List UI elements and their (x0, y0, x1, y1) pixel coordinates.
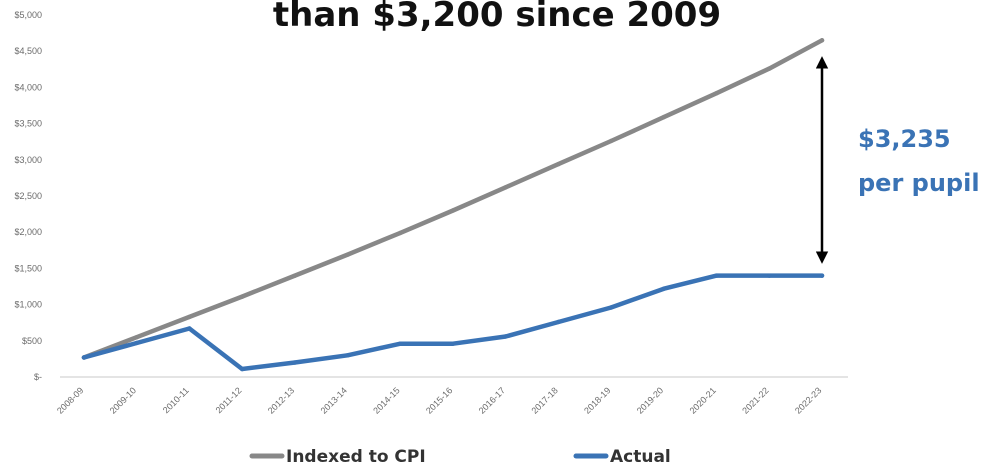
x-tick-label: 2010-11 (161, 385, 191, 415)
data-point (187, 314, 192, 320)
x-tick-label: 2019-20 (635, 385, 665, 415)
x-tick-label: 2009-10 (108, 385, 138, 415)
data-point (450, 341, 456, 346)
data-point (81, 355, 87, 360)
legend-label: Indexed to CPI (286, 447, 426, 466)
y-tick-label: $500 (22, 336, 42, 346)
x-tick-label: 2011-12 (214, 385, 244, 415)
data-point (239, 294, 245, 299)
data-point (134, 340, 139, 346)
data-point (345, 353, 350, 358)
x-tick-label: 2020-21 (688, 385, 718, 415)
y-tick-label: $2,000 (14, 227, 42, 237)
data-point (292, 360, 298, 365)
data-point (398, 230, 403, 236)
x-tick-label: 2016-17 (477, 385, 507, 415)
data-point (398, 341, 403, 346)
x-tick-label: 2017-18 (529, 385, 559, 415)
series-line-actual (81, 273, 825, 372)
data-point (819, 38, 825, 43)
data-point (134, 334, 139, 340)
data-point (608, 305, 614, 310)
series-lines (81, 38, 825, 372)
x-tick-label: 2018-19 (582, 385, 612, 415)
y-tick-label: $1,500 (14, 263, 42, 273)
y-tick-label: $1,000 (14, 300, 42, 310)
data-point (292, 273, 298, 278)
y-axis: $- $500 $1,000 $1,500 $2,000 $2,500 $3,000 $3,5… (14, 10, 42, 382)
data-point (345, 252, 350, 257)
data-point (767, 66, 772, 71)
legend: Indexed to CPI Actual (249, 447, 671, 466)
data-point (556, 319, 561, 325)
y-tick-label: $5,000 (14, 10, 42, 20)
data-point (714, 90, 719, 96)
y-tick-label: $2,500 (14, 191, 42, 201)
data-point (450, 208, 456, 213)
x-tick-label: 2022-23 (793, 385, 823, 415)
annotation-amount: $3,235 (858, 125, 951, 153)
x-tick-label: 2014-15 (371, 385, 401, 415)
data-point (714, 273, 719, 278)
data-point (239, 366, 245, 372)
y-tick-label: $4,500 (14, 46, 42, 56)
x-tick-label: 2008-09 (55, 385, 85, 415)
y-tick-label: $3,000 (14, 155, 42, 165)
data-point (503, 334, 508, 339)
data-point (503, 185, 508, 190)
data-point (767, 273, 772, 278)
data-point (661, 286, 667, 291)
series-line-indexed-to-cpi (81, 38, 825, 360)
y-tick-label: $4,000 (14, 82, 42, 92)
x-tick-label: 2012-13 (266, 385, 296, 415)
chart-title: than $3,200 since 2009 (273, 0, 721, 35)
x-tick-label: 2013-14 (319, 385, 349, 415)
x-axis: 2008-09 2009-10 2010-11 2011-12 2012-13 2013-… (55, 385, 823, 415)
annotation-unit: per pupil (858, 169, 980, 197)
data-point (661, 114, 667, 120)
x-tick-label: 2021-22 (740, 385, 770, 415)
data-point (187, 326, 192, 331)
data-point (608, 138, 614, 144)
x-tick-label: 2015-16 (424, 385, 454, 415)
data-point (819, 273, 825, 278)
data-point (556, 161, 561, 167)
legend-label: Actual (610, 447, 671, 466)
y-tick-label: $- (34, 372, 42, 382)
y-tick-label: $3,500 (14, 119, 42, 129)
